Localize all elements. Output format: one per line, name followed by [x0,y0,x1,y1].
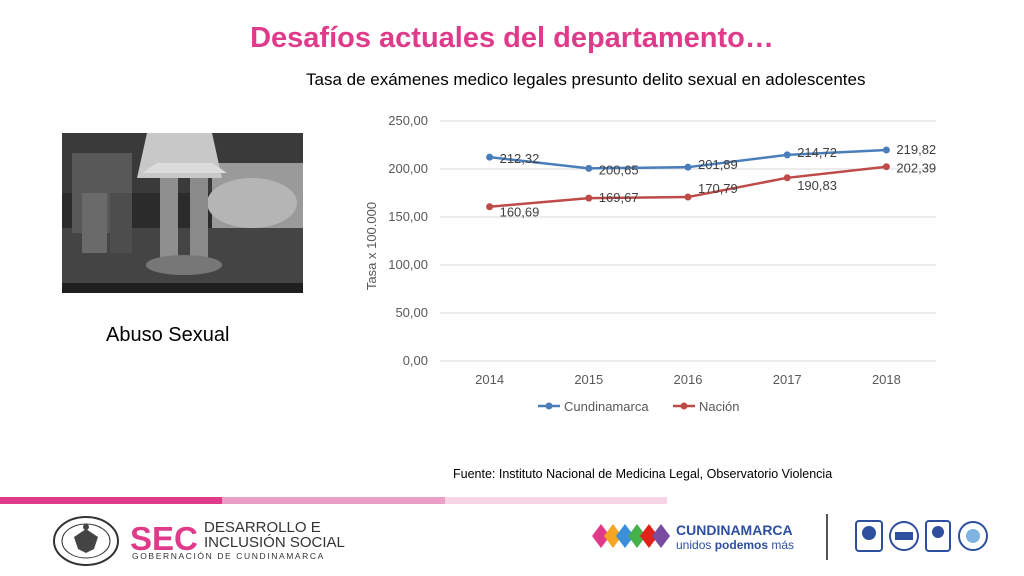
data-label: 169,67 [599,190,639,205]
data-point [882,146,890,154]
certification-seal-2 [889,521,919,551]
chart-series [486,146,890,211]
data-point [684,193,692,201]
footer-bar-1 [0,497,222,504]
chart-data-labels: 212,32 200,65 201,89 214,72 219,82 160,69 169,… [500,142,937,220]
x-tick-label: 2014 [475,372,504,387]
data-point [486,153,494,161]
certification-seal-4 [958,521,988,551]
data-label: 190,83 [797,178,837,193]
photo-caption: Abuso Sexual [106,324,230,346]
x-axis-ticks: 2014 2015 2016 2017 2018 [475,372,901,387]
y-tick-label: 150,00 [388,209,428,224]
data-point [585,164,593,172]
sec-line2: INCLUSIÓN SOCIAL [204,534,345,551]
y-tick-label: 100,00 [388,257,428,272]
chart-legend: Cundinamarca Nación [538,399,739,414]
data-label: 201,89 [698,157,738,172]
cundinamarca-logo: CUNDINAMARCA unidos podemos más [592,522,794,552]
y-axis-label: Tasa x 100.000 [364,202,379,290]
x-tick-label: 2018 [872,372,901,387]
footer-bar-2 [222,497,445,504]
footer-bar-3 [445,497,667,504]
data-label: 212,32 [500,151,540,166]
y-tick-label: 50,00 [395,305,428,320]
data-point [882,163,890,171]
footer-divider [826,514,828,560]
sec-brand: SEC [130,520,198,557]
data-point [585,194,593,202]
legend-label: Nación [699,399,739,414]
data-point [783,151,791,159]
certification-seal-3 [925,520,951,552]
certification-seal-1 [855,520,883,552]
data-label: 214,72 [797,145,837,160]
slide-title: Desafíos actuales del departamento… [250,22,774,54]
legend-marker [680,402,688,410]
y-tick-label: 250,00 [388,113,428,128]
cundinamarca-name: CUNDINAMARCA [676,522,793,538]
coat-of-arms-logo [53,516,119,566]
x-tick-label: 2015 [574,372,603,387]
sec-line3: GOBERNACIÓN DE CUNDINAMARCA [132,551,325,561]
data-point [684,163,692,171]
chart-title: Tasa de exámenes medico legales presunto… [306,70,866,89]
x-tick-label: 2017 [773,372,802,387]
data-label: 219,82 [896,142,936,157]
data-point [486,203,494,211]
data-label: 202,39 [896,161,936,176]
y-axis-ticks: 0,00 50,00 100,00 150,00 200,00 250,00 [388,113,428,368]
sec-line1: DESARROLLO E [204,519,321,536]
data-label: 160,69 [500,205,540,220]
y-tick-label: 200,00 [388,161,428,176]
data-point [783,174,791,182]
source-note: Fuente: Instituto Nacional de Medicina L… [453,467,833,481]
x-tick-label: 2016 [674,372,703,387]
sec-logo: SEC DESARROLLO E INCLUSIÓN SOCIAL GOBERN… [130,519,345,561]
y-tick-label: 0,00 [403,353,428,368]
legend-label: Cundinamarca [564,399,649,414]
data-label: 200,65 [599,162,639,177]
legend-marker [545,402,553,410]
data-label: 170,79 [698,181,738,196]
abuse-photo [62,133,303,293]
cundinamarca-slogan: unidos podemos más [676,538,794,552]
